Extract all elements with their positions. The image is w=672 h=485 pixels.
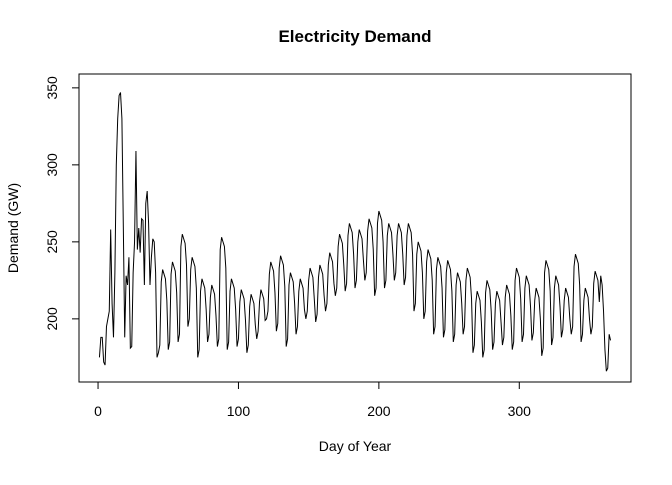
- x-tick-label: 300: [508, 403, 532, 419]
- y-tick-label: 200: [44, 307, 60, 331]
- y-axis-label: Demand (GW): [5, 183, 21, 273]
- data-line: [98, 92, 612, 372]
- y-tick-label: 350: [44, 76, 60, 100]
- x-tick-label: 200: [367, 403, 391, 419]
- x-tick-label: 100: [227, 403, 251, 419]
- plot-box: [78, 73, 632, 383]
- y-tick-label: 300: [44, 153, 60, 177]
- chart-title: Electricity Demand: [278, 27, 431, 46]
- y-tick-label: 250: [44, 230, 60, 254]
- x-tick-label: 0: [94, 403, 102, 419]
- x-axis-label: Day of Year: [319, 438, 392, 454]
